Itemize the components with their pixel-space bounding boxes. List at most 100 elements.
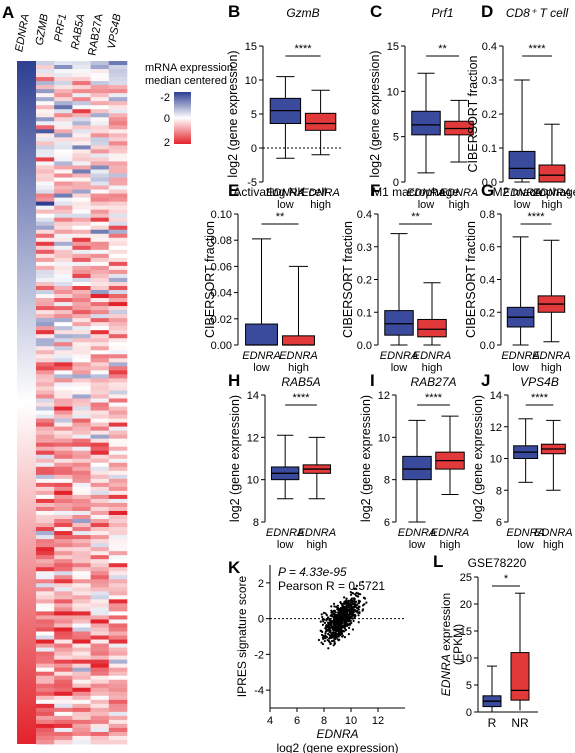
heatmap-cell xyxy=(54,342,73,347)
y-tick-label: 10 xyxy=(247,475,259,487)
heatmap-cell xyxy=(90,474,110,480)
heatmap-cell xyxy=(72,125,91,130)
significance-stars: ** xyxy=(276,211,285,223)
heatmap-cell xyxy=(54,531,73,536)
heatmap-cell xyxy=(108,446,128,452)
heatmap-cell xyxy=(72,454,91,460)
heatmap-cell xyxy=(54,474,73,480)
heatmap-cell xyxy=(54,362,73,367)
heatmap-cell xyxy=(90,571,110,576)
heatmap-cell xyxy=(90,635,110,640)
x-tick-label: 8 xyxy=(321,715,327,727)
scatter-point xyxy=(353,602,357,606)
scatter-point xyxy=(355,600,358,603)
heatmap-cell xyxy=(36,707,55,713)
scatter-point xyxy=(353,616,356,619)
heatmap-cell xyxy=(90,583,110,588)
heatmap-cell xyxy=(72,386,91,391)
heatmap-cell xyxy=(36,125,55,130)
heatmap-cell xyxy=(36,414,55,419)
heatmap-cell xyxy=(72,519,91,524)
heatmap-cell xyxy=(72,69,91,74)
heatmap-cell xyxy=(72,555,91,560)
heatmap-cell xyxy=(108,659,128,665)
heatmap-cell xyxy=(54,667,73,673)
heatmap-cell xyxy=(108,326,128,331)
heatmap-cell xyxy=(36,482,55,488)
scatter-point xyxy=(327,624,330,627)
heatmap-cell xyxy=(72,675,91,681)
heatmap-cell xyxy=(36,671,55,677)
heatmap-cell xyxy=(108,394,128,399)
heatmap-cell xyxy=(90,185,110,190)
heatmap-cell xyxy=(108,338,128,343)
heatmap-cell xyxy=(72,261,91,267)
heatmap-cell xyxy=(90,711,110,717)
heatmap-cell xyxy=(108,334,128,339)
heatmap-cell xyxy=(36,294,55,299)
scatter-point xyxy=(339,616,342,619)
y-axis-label: log2 (gene expression) xyxy=(226,50,240,177)
heatmap-cell xyxy=(90,687,110,693)
heatmap-cell xyxy=(90,430,110,436)
heatmap-cell xyxy=(72,370,91,375)
y-tick-label: 14 xyxy=(490,390,502,402)
scatter-point xyxy=(329,642,332,646)
heatmap-cell xyxy=(72,85,91,90)
scatter-point xyxy=(340,624,343,628)
scatter-point xyxy=(322,620,325,623)
heatmap-gene-label: RAB27A xyxy=(86,12,105,56)
heatmap-cell xyxy=(90,346,110,351)
heatmap-cell xyxy=(72,89,91,94)
heatmap-cell xyxy=(36,165,55,170)
heatmap-cell xyxy=(108,161,128,166)
y-tick-label: 8 xyxy=(496,485,502,497)
heatmap-cell xyxy=(54,125,73,130)
heatmap-cell xyxy=(54,446,73,452)
scatter-points xyxy=(317,580,368,650)
heatmap-cell xyxy=(90,719,110,725)
group-label-top: EDNRA xyxy=(298,527,337,539)
heatmap-cell xyxy=(54,450,73,456)
panel-k: K -4 -2 0 2 4 6 8 10 12 IPRES signature score EDNRA… xyxy=(228,558,405,753)
scatter-point xyxy=(341,606,344,609)
heatmap-cell xyxy=(36,342,55,347)
heatmap-cell xyxy=(36,478,55,484)
heatmap-cell xyxy=(36,723,55,729)
heatmap-cell xyxy=(108,615,128,620)
heatmap-cell xyxy=(72,61,91,66)
scatter-point xyxy=(341,630,344,633)
heatmap-cell xyxy=(90,101,110,106)
heatmap-cell xyxy=(72,406,91,411)
heatmap-gene-label: EDNRA xyxy=(13,13,32,53)
scatter-point xyxy=(351,591,354,595)
group-label-bottom: low xyxy=(277,199,294,211)
heatmap-cell xyxy=(90,265,110,271)
panel-label: G xyxy=(481,181,494,200)
heatmap-cell xyxy=(108,257,128,263)
scatter-point xyxy=(321,618,324,621)
scatter-point xyxy=(343,636,347,639)
heatmap-cell xyxy=(54,378,73,383)
heatmap-cell xyxy=(72,490,91,496)
heatmap-cell xyxy=(90,675,110,681)
heatmap-cell xyxy=(90,627,110,632)
heatmap-cell xyxy=(72,703,91,709)
heatmap-cell xyxy=(108,687,128,693)
heatmap-cell xyxy=(108,438,128,444)
heatmap-cell xyxy=(108,607,128,612)
scatter-point xyxy=(347,615,350,619)
heatmap-cell xyxy=(36,579,55,584)
heatmap-cell xyxy=(90,723,110,729)
heatmap-cell xyxy=(108,506,128,512)
scatter-point xyxy=(349,593,353,596)
heatmap-cell xyxy=(54,539,73,544)
heatmap-cell xyxy=(72,73,91,78)
heatmap-cell xyxy=(36,731,55,737)
y-tick-label: 0.3 xyxy=(357,242,372,254)
heatmap-cell xyxy=(72,559,91,564)
heatmap-cell xyxy=(90,563,110,568)
y-tick-label: 6 xyxy=(384,517,390,529)
heatmap-cell xyxy=(108,631,128,636)
heatmap-cell xyxy=(108,514,128,520)
